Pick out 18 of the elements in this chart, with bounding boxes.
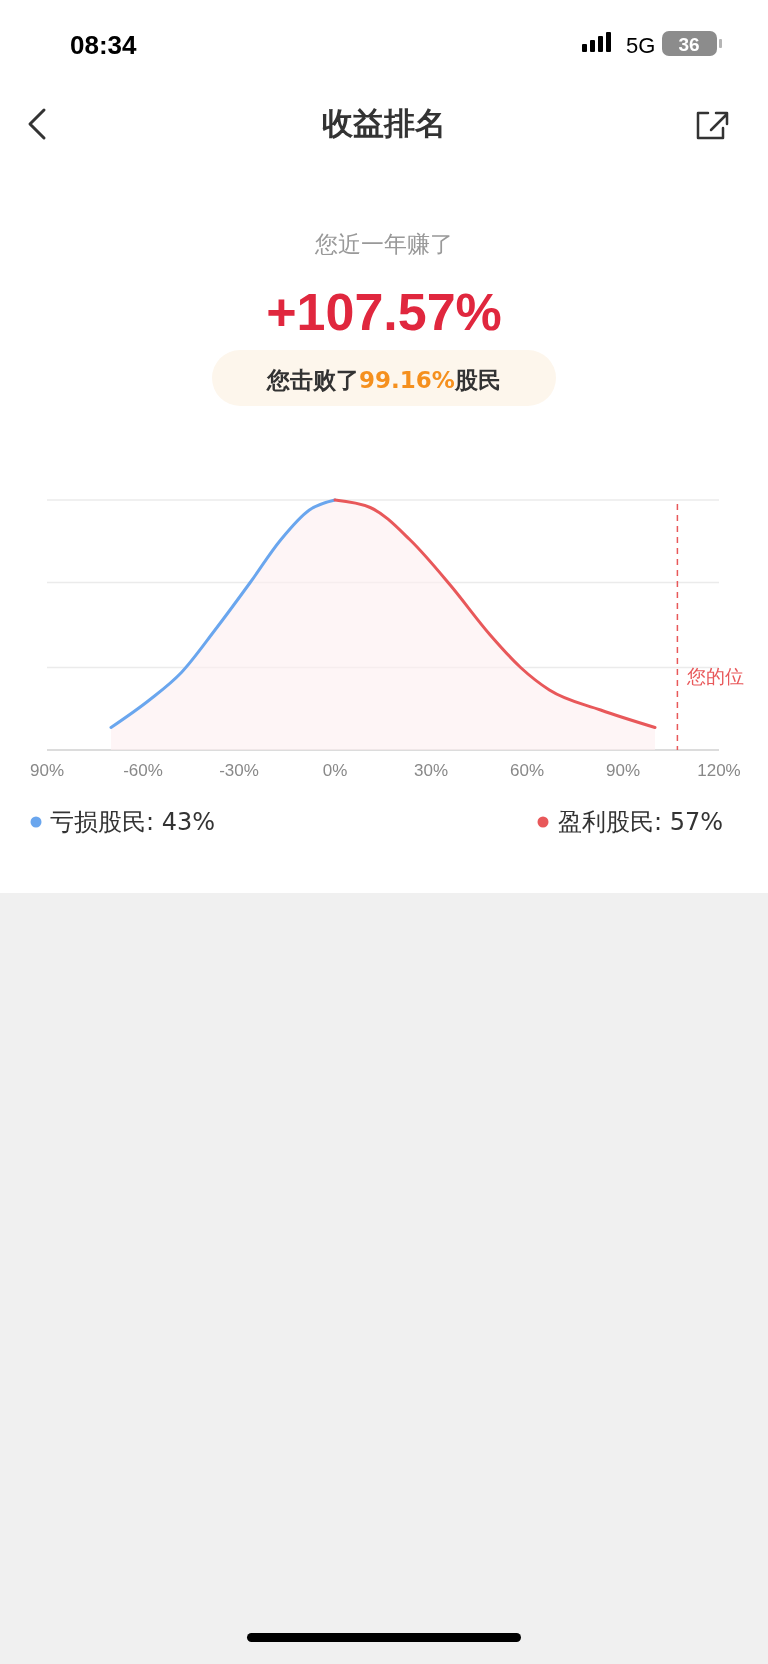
text: 您击败了99.16%股民 — [266, 367, 501, 393]
x-tick-label: 90% — [29, 761, 65, 780]
text: 08:34 — [70, 30, 138, 60]
x-tick-label: -30% — [219, 761, 259, 780]
legend-label: 盈利股民: 57% — [558, 808, 724, 836]
x-tick-label: -60% — [123, 761, 163, 780]
x-tick-label: 0% — [322, 761, 348, 780]
chart-subtitle: 您近一年赚了 — [314, 231, 453, 257]
ref-line-label: 您的位 — [686, 664, 745, 687]
x-tick-label: 90% — [605, 761, 641, 780]
text: 36 — [678, 34, 700, 55]
text: 5G — [626, 33, 656, 58]
x-tick-label: 60% — [509, 761, 545, 780]
text: +107.57% — [266, 283, 502, 341]
chart-title: 收益排名 — [322, 105, 446, 141]
legend-label: 亏损股民: 43% — [50, 808, 216, 836]
x-tick-label: 30% — [413, 761, 449, 780]
x-tick-label: 120% — [697, 761, 741, 780]
